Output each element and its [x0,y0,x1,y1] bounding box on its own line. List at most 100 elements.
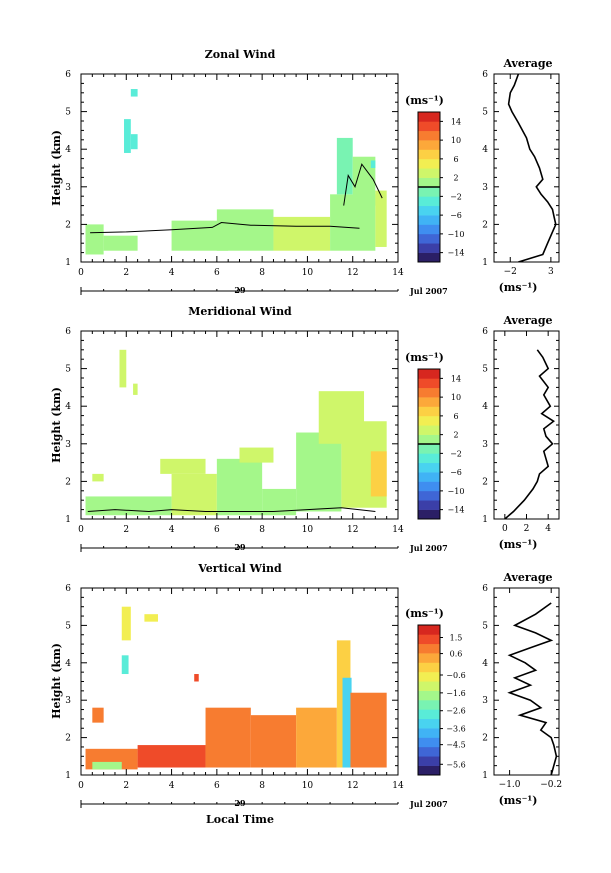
avg-y-tick-label: 5 [482,365,488,375]
unit-label-vertical: (ms⁻¹) [405,607,444,620]
date-month-meridional: Jul 2007 [409,543,448,553]
avg-y-tick-label: 6 [482,70,488,80]
colorbar-tick-label: −10 [448,230,465,239]
colorbar-swatch [418,500,440,510]
y-tick-label: 5 [65,621,71,631]
heat-cell [103,235,138,251]
avg-y-tick-label: 3 [482,696,488,706]
y-tick-label: 2 [65,220,71,230]
colorbar-swatch [418,453,440,464]
avg-y-tick-label: 1 [482,515,488,525]
avg-x-tick-label: 0 [502,524,508,534]
avg-x-tick-label: −2 [504,267,517,277]
heat-cell [216,458,263,516]
colorbar-swatch [418,177,440,188]
colorbar-tick-label: 14 [451,117,461,126]
colorbar-swatch [418,490,440,501]
colorbar-swatch [418,121,440,132]
avg-title-vertical: Average [502,571,552,584]
avg-y-tick-label: 2 [482,220,488,230]
zero-contours-meridional [87,507,376,513]
x-tick-label: 4 [169,525,175,535]
y-tick-label: 3 [65,696,71,706]
x-tick-label: 0 [78,268,84,278]
avg-y-tick-label: 4 [482,402,488,412]
x-tick-label: 2 [123,268,129,278]
colorbar-swatch [418,387,440,398]
heat-cell [375,190,387,247]
y-tick-label: 2 [65,734,71,744]
heat-cell [121,606,131,641]
heat-cell [370,160,376,168]
y-tick-label: 5 [65,365,71,375]
avg-x-tick-label: 2 [524,524,530,534]
date-day-zonal: 29 [234,285,246,295]
colorbar-swatch [418,662,440,673]
zero-contour-line [343,163,383,206]
x-tick-label: 6 [214,268,220,278]
x-tick-label: 8 [259,525,265,535]
heat-cell [370,451,387,497]
colorbar-swatch [418,243,440,253]
x-tick-label: 4 [169,781,175,791]
x-tick-label: 14 [392,781,404,791]
colorbar-swatch [418,112,440,122]
y-tick-label: 1 [65,258,71,268]
colorbar-swatch [418,425,440,435]
y-tick-label: 3 [65,440,71,450]
y-tick-label: 5 [65,108,71,118]
x-tick-label: 6 [214,525,220,535]
y-tick-label: 2 [65,477,71,487]
y-tick-label: 3 [65,183,71,193]
date-day-vertical: 29 [234,798,246,808]
colorbar-tick-label: 0.6 [450,650,463,659]
x-tick-label: 14 [392,525,404,535]
colorbar-swatch [418,406,440,417]
avg-y-tick-label: 4 [482,145,488,155]
colorbar-tick-label: −2.6 [446,707,465,716]
y-tick-label: 6 [65,70,71,80]
x-tick-label: 6 [214,781,220,791]
colorbar-swatch [418,709,440,720]
x-tick-label: 0 [78,781,84,791]
colorbar-tick-label: 6 [453,412,458,421]
heat-cell [342,677,352,768]
x-tick-label: 4 [169,268,175,278]
heat-cell [350,692,387,768]
colorbar-swatch [418,681,440,691]
heat-cell [296,432,342,512]
avg-y-tick-label: 4 [482,659,488,669]
average-profile-zonal: 1 2 3 4 5 6 −2 3 [482,70,560,277]
avg-y-tick-label: 5 [482,621,488,631]
colorbar-tick-label: −1.6 [446,689,465,698]
colorbar-frame [417,624,441,776]
heatmap-vertical [85,606,387,770]
ylabel-vertical: Height (km) [50,643,63,719]
heat-cell [250,715,297,768]
colorbar-zonal: 14 10 6 2 −2 −6 −10 −14 [417,111,465,263]
x-tick-label: 12 [347,525,358,535]
colorbar-swatch [418,653,440,663]
colorbar-swatch [418,224,440,235]
y-tick-label: 4 [65,402,71,412]
colorbar-vertical: 1.5 0.6 −0.6 −1.6 −2.6 −3.6 −4.5 −5.6 [417,624,466,776]
colorbar-tick-label: −4.5 [446,741,465,750]
heat-cell [336,137,353,195]
avg-title-zonal: Average [502,57,552,70]
avg-unit-meridional: (ms⁻¹) [499,538,538,551]
colorbar-tick-label: −5.6 [446,760,465,769]
heatmap-meridional [85,349,387,516]
colorbar-tick-label: 6 [453,155,458,164]
x-tick-label: 2 [123,525,129,535]
colorbar-swatch [418,215,440,225]
heat-cell [216,209,274,251]
avg-y-tick-label: 3 [482,183,488,193]
average-profile-meridional: 1 2 3 4 5 6 0 2 4 [482,327,560,534]
x-tick-label: 0 [78,525,84,535]
colorbar-swatch [418,737,440,748]
unit-label-zonal: (ms⁻¹) [405,94,444,107]
heat-cell [273,216,331,251]
average-line [507,602,558,775]
